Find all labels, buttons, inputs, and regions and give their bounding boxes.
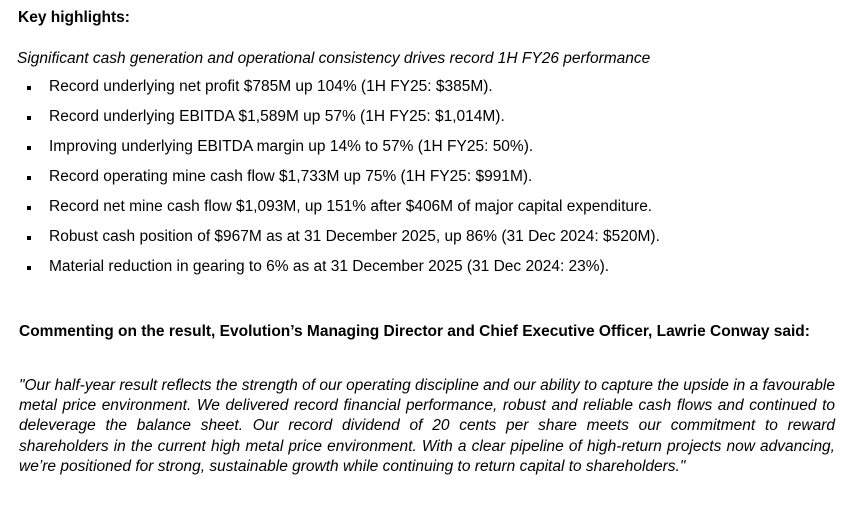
- bullet-icon: [27, 116, 31, 120]
- bullet-icon: [27, 206, 31, 210]
- bullet-icon: [27, 236, 31, 240]
- list-item-text: Improving underlying EBITDA margin up 14…: [49, 138, 534, 155]
- list-item-text: Material reduction in gearing to 6% as a…: [49, 258, 610, 275]
- list-item-text: Record net mine cash flow $1,093M, up 15…: [49, 198, 653, 215]
- list-item-text: Robust cash position of $967M as at 31 D…: [49, 228, 660, 245]
- list-item-text: Record operating mine cash flow $1,733M …: [49, 168, 533, 185]
- bullet-icon: [27, 266, 31, 270]
- ceo-quote: "Our half-year result reflects the stren…: [19, 377, 835, 475]
- ceo-comment-heading: Commenting on the result, Evolution’s Ma…: [19, 323, 810, 340]
- bullet-icon: [27, 86, 31, 90]
- key-highlights-heading: Key highlights:: [18, 9, 130, 26]
- list-item-text: Record underlying net profit $785M up 10…: [49, 78, 493, 95]
- bullet-icon: [27, 176, 31, 180]
- highlights-subtitle: Significant cash generation and operatio…: [17, 50, 651, 67]
- list-item-text: Record underlying EBITDA $1,589M up 57% …: [49, 108, 505, 125]
- bullet-icon: [27, 146, 31, 150]
